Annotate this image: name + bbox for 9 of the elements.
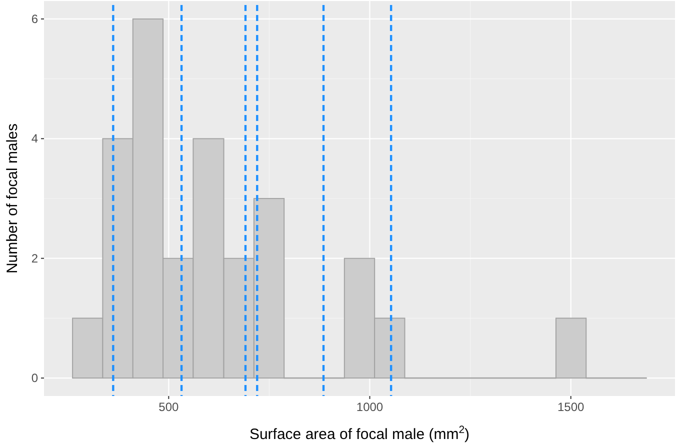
y-tick-label: 4 (31, 132, 38, 146)
x-tick-label: 1000 (356, 400, 384, 414)
y-tick-label: 2 (31, 251, 38, 266)
y-tick-label: 0 (31, 371, 38, 386)
x-tick-label: 1500 (557, 400, 585, 414)
x-tick-label: 500 (158, 400, 180, 414)
y-axis-title: Number of focal males (4, 123, 21, 274)
y-tick-label: 6 (31, 12, 38, 26)
x-axis-title: Surface area of focal male (mm$^{2}$) (249, 424, 470, 443)
